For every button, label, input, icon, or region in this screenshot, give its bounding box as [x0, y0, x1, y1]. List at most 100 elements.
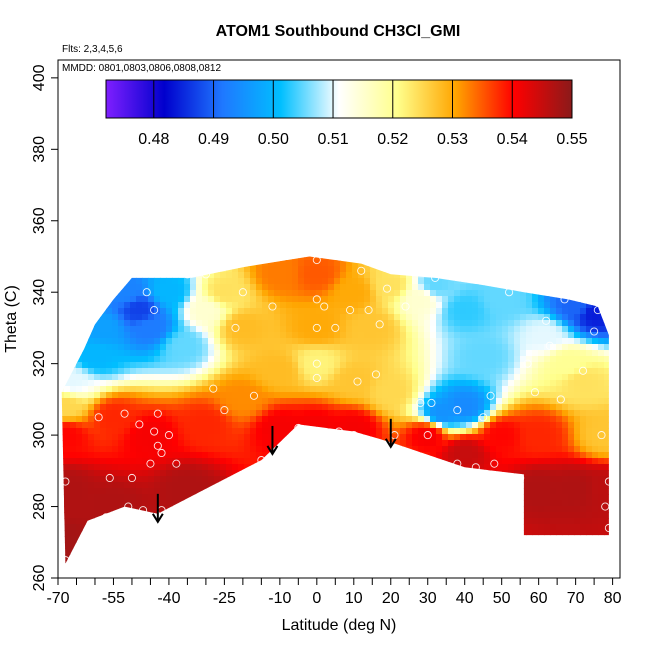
heatmap-cell	[454, 554, 461, 561]
heatmap-cell	[490, 560, 497, 564]
heatmap-cell	[490, 518, 497, 525]
heatmap-cell	[412, 350, 419, 357]
heatmap-cell	[70, 554, 77, 561]
heatmap-cell	[304, 410, 311, 417]
heatmap-cell	[490, 266, 497, 273]
heatmap-cell	[364, 446, 371, 453]
heatmap-cell	[136, 452, 143, 459]
heatmap-cell	[76, 410, 83, 417]
heatmap-cell	[418, 440, 425, 447]
heatmap-cell	[514, 458, 521, 465]
heatmap-cell	[568, 284, 575, 291]
heatmap-cell	[328, 500, 335, 507]
heatmap-cell	[268, 410, 275, 417]
heatmap-cell	[316, 530, 323, 537]
heatmap-cell	[424, 356, 431, 363]
heatmap-cell	[70, 410, 77, 417]
heatmap-cell	[508, 554, 515, 561]
heatmap-cell	[442, 290, 449, 297]
heatmap-cell	[178, 302, 185, 309]
heatmap-cell	[220, 362, 227, 369]
heatmap-cell	[460, 434, 467, 441]
heatmap-cell	[376, 278, 383, 285]
heatmap-cell	[148, 326, 155, 333]
heatmap-cell	[562, 494, 569, 501]
heatmap-cell	[472, 398, 479, 405]
heatmap-cell	[568, 302, 575, 309]
heatmap-cell	[136, 434, 143, 441]
heatmap-cell	[292, 476, 299, 483]
heatmap-cell	[244, 248, 251, 255]
heatmap-cell	[460, 356, 467, 363]
heatmap-cell	[334, 566, 341, 573]
heatmap-cell	[178, 446, 185, 453]
heatmap-cell	[118, 476, 125, 483]
heatmap-cell	[214, 260, 221, 267]
heatmap-cell	[316, 542, 323, 549]
heatmap-cell	[520, 560, 527, 564]
heatmap-cell	[184, 248, 191, 255]
heatmap-cell	[178, 392, 185, 399]
heatmap-cell	[532, 272, 539, 279]
heatmap-cell	[292, 554, 299, 561]
heatmap-cell	[358, 494, 365, 501]
heatmap-cell	[244, 506, 251, 513]
heatmap-cell	[454, 440, 461, 447]
heatmap-cell	[244, 350, 251, 357]
heatmap-cell	[328, 494, 335, 501]
heatmap-cell	[268, 392, 275, 399]
heatmap-cell	[166, 344, 173, 351]
heatmap-cell	[520, 410, 527, 417]
heatmap-cell	[262, 536, 269, 543]
heatmap-cell	[172, 374, 179, 381]
heatmap-cell	[184, 524, 191, 531]
heatmap-cell	[160, 452, 167, 459]
heatmap-cell	[340, 554, 347, 561]
heatmap-cell	[568, 248, 575, 255]
heatmap-cell	[64, 416, 71, 423]
heatmap-cell	[430, 302, 437, 309]
heatmap-cell	[460, 266, 467, 273]
heatmap-cell	[550, 434, 557, 441]
heatmap-cell	[196, 260, 203, 267]
heatmap-cell	[544, 374, 551, 381]
heatmap-cell	[118, 284, 125, 291]
heatmap-cell	[568, 422, 575, 429]
heatmap-cell	[130, 278, 137, 285]
heatmap-cell	[538, 266, 545, 273]
heatmap-cell	[292, 494, 299, 501]
heatmap-cell	[208, 410, 215, 417]
heatmap-cell	[244, 302, 251, 309]
heatmap-cell	[490, 542, 497, 549]
heatmap-cell	[448, 380, 455, 387]
heatmap-cell	[304, 350, 311, 357]
heatmap-cell	[298, 290, 305, 297]
heatmap-cell	[82, 248, 89, 255]
heatmap-cell	[136, 560, 143, 564]
heatmap-cell	[376, 542, 383, 549]
heatmap-cell	[148, 554, 155, 561]
heatmap-cell	[334, 440, 341, 447]
heatmap-cell	[454, 548, 461, 555]
heatmap-cell	[430, 524, 437, 531]
heatmap-cell	[154, 416, 161, 423]
heatmap-cell	[496, 338, 503, 345]
heatmap-cell	[412, 428, 419, 435]
heatmap-cell	[82, 266, 89, 273]
heatmap-cell	[556, 422, 563, 429]
heatmap-cell	[568, 368, 575, 375]
heatmap-cell	[454, 272, 461, 279]
heatmap-cell	[460, 476, 467, 483]
heatmap-cell	[454, 476, 461, 483]
heatmap-cell	[70, 476, 77, 483]
heatmap-cell	[64, 398, 71, 405]
heatmap-cell	[376, 248, 383, 255]
heatmap-cell	[424, 488, 431, 495]
heatmap-cell	[154, 530, 161, 537]
heatmap-cell	[208, 446, 215, 453]
heatmap-cell	[268, 428, 275, 435]
heatmap-cell	[352, 272, 359, 279]
heatmap-cell	[202, 320, 209, 327]
heatmap-cell	[544, 554, 551, 561]
heatmap-cell	[514, 560, 521, 564]
